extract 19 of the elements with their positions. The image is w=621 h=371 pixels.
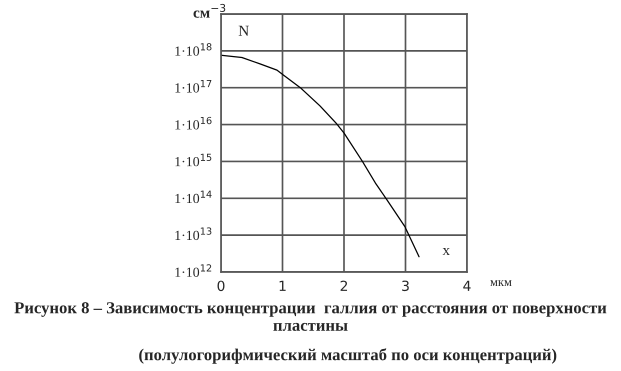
x-tick-label: 4 <box>463 280 471 291</box>
line-series <box>221 54 420 258</box>
y-tick-label: 1·10$^{15}$ <box>175 154 212 166</box>
y-tick-label: 1·10$^{18}$ <box>175 43 212 56</box>
y-tick-label: 1·10$^{14}$ <box>175 190 212 204</box>
x-tick-label: 2 <box>340 280 348 291</box>
annotation: x <box>442 248 450 256</box>
x-tick-label: 3 <box>402 280 409 292</box>
x-axis-title: мкм <box>490 280 512 286</box>
y-tick-label: 1·10$^{13}$ <box>175 227 212 240</box>
text: (полулогорифмический масштаб по оси концентраций) <box>139 348 556 364</box>
y-tick-label: 1·10$^{12}$ <box>175 264 212 277</box>
y-axis-title: см$^{−3}$ <box>194 4 226 18</box>
annotation: N <box>238 26 249 36</box>
x-tick-label: 1 <box>280 280 286 291</box>
y-tick-label: 1·10$^{17}$ <box>175 80 212 93</box>
x-tick-label: 0 <box>217 280 224 292</box>
y-tick-label: 1·10$^{16}$ <box>175 116 212 130</box>
text: Рисунок 8 – Зависимость концентрации галлия от расстояния от поверхности пластины <box>14 302 606 331</box>
